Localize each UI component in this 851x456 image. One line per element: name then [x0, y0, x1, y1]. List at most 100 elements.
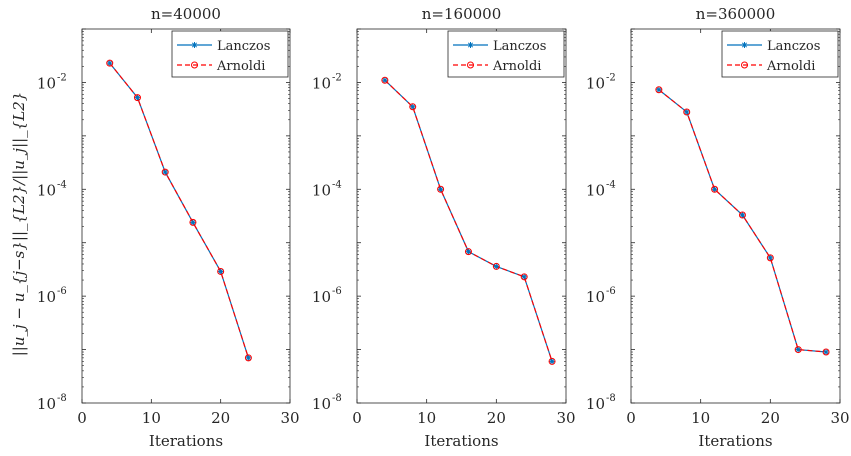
plot-area — [356, 28, 567, 404]
data-point-lanczos — [683, 108, 690, 115]
y-tick-exponent: -6 — [332, 286, 342, 297]
data-point-lanczos — [767, 254, 774, 261]
y-tick-label: 10 — [37, 74, 56, 92]
data-point-arnoldi — [492, 262, 500, 270]
data-point-lanczos — [245, 354, 252, 361]
y-tick-exponent: -8 — [57, 393, 67, 404]
x-tick-label: 30 — [830, 409, 849, 427]
y-tick-label: 10 — [586, 395, 605, 413]
data-point-arnoldi — [409, 103, 417, 111]
legend: Lanczos Arnoldi — [721, 30, 839, 78]
series-line-arnoldi — [109, 62, 249, 359]
data-point-lanczos — [409, 103, 416, 110]
chart-title: n=160000 — [422, 5, 502, 23]
y-tick-label: 10 — [586, 181, 605, 199]
y-axis-label-text: ||u_j − u_{j−s}||_{L2}/||u_j||_{L2} — [10, 92, 28, 357]
data-point-arnoldi — [794, 346, 802, 354]
data-point-lanczos — [493, 263, 500, 270]
y-tick-exponent: -2 — [606, 72, 616, 83]
data-point-arnoldi — [133, 94, 141, 102]
chart-title: n=40000 — [151, 5, 221, 23]
data-point-arnoldi — [738, 211, 746, 219]
y-tick-exponent: -6 — [57, 286, 67, 297]
data-point-lanczos — [739, 212, 746, 219]
y-tick-label: 10 — [312, 74, 331, 92]
data-point-lanczos — [655, 86, 662, 93]
x-axis-label: Iterations — [424, 432, 498, 450]
x-tick-label: 10 — [691, 409, 710, 427]
y-tick-label: 10 — [37, 288, 56, 306]
y-tick-exponent: -4 — [57, 179, 67, 190]
x-tick-label: 20 — [487, 409, 506, 427]
data-point-arnoldi — [106, 59, 114, 67]
y-tick-label: 10 — [586, 74, 605, 92]
legend: Lanczos Arnoldi — [447, 30, 565, 78]
x-axis-label: Iterations — [149, 432, 223, 450]
x-axis-label: Iterations — [698, 432, 772, 450]
legend-marker-lanczos — [741, 42, 748, 48]
legend-marker-lanczos — [467, 42, 474, 48]
x-tick-label: 20 — [211, 409, 230, 427]
data-point-arnoldi — [822, 348, 830, 356]
y-tick-label: 10 — [37, 395, 56, 413]
x-tick-label: 10 — [142, 409, 161, 427]
legend-label-lanczos: Lanczos — [493, 39, 546, 54]
legend-label-arnoldi: Arnoldi — [766, 59, 815, 74]
data-point-lanczos — [189, 219, 196, 226]
data-point-arnoldi — [711, 185, 719, 193]
data-point-lanczos — [795, 346, 802, 353]
y-tick-exponent: -6 — [606, 286, 616, 297]
legend-box — [171, 30, 289, 78]
y-tick-label: 10 — [586, 288, 605, 306]
data-point-arnoldi — [161, 168, 169, 176]
y-tick-label: 10 — [312, 288, 331, 306]
plot-area — [81, 28, 291, 404]
chart-title: n=360000 — [696, 5, 776, 23]
data-point-lanczos — [711, 186, 718, 193]
data-point-lanczos — [217, 268, 224, 275]
data-point-lanczos — [823, 349, 830, 356]
data-point-arnoldi — [766, 254, 774, 262]
x-tick-label: 0 — [352, 409, 362, 427]
y-tick-exponent: -8 — [606, 393, 616, 404]
data-point-arnoldi — [464, 248, 472, 256]
y-tick-exponent: -2 — [332, 72, 342, 83]
legend-marker-lanczos — [191, 42, 198, 48]
legend-box — [721, 30, 839, 78]
legend: Lanczos Arnoldi — [171, 30, 289, 78]
legend-label-lanczos: Lanczos — [217, 39, 270, 54]
plot-area — [630, 28, 841, 404]
data-point-arnoldi — [217, 267, 225, 275]
data-point-arnoldi — [520, 273, 528, 281]
data-point-arnoldi — [437, 185, 445, 193]
legend-box — [447, 30, 565, 78]
y-tick-exponent: -2 — [57, 72, 67, 83]
y-axis-label: ||u_j − u_{j−s}||_{L2}/||u_j||_{L2} — [10, 92, 28, 357]
data-point-arnoldi — [548, 357, 556, 365]
data-point-lanczos — [381, 77, 388, 84]
data-point-arnoldi — [189, 218, 197, 226]
x-tick-label: 30 — [280, 409, 299, 427]
x-tick-label: 30 — [556, 409, 575, 427]
legend-marker-arnoldi — [191, 61, 198, 69]
legend-label-arnoldi: Arnoldi — [492, 59, 541, 74]
legend-label-lanczos: Lanczos — [767, 39, 820, 54]
data-point-lanczos — [162, 169, 169, 176]
data-point-arnoldi — [683, 108, 691, 116]
data-point-lanczos — [465, 248, 472, 255]
y-tick-exponent: -4 — [332, 179, 342, 190]
y-tick-label: 10 — [312, 395, 331, 413]
legend-marker-arnoldi — [741, 61, 748, 69]
data-point-lanczos — [437, 186, 444, 193]
legend-marker-arnoldi — [467, 61, 474, 69]
data-point-lanczos — [549, 358, 556, 365]
legend-label-arnoldi: Arnoldi — [216, 59, 265, 74]
x-tick-label: 20 — [761, 409, 780, 427]
y-tick-label: 10 — [312, 181, 331, 199]
data-point-arnoldi — [381, 76, 389, 84]
x-tick-label: 0 — [626, 409, 636, 427]
